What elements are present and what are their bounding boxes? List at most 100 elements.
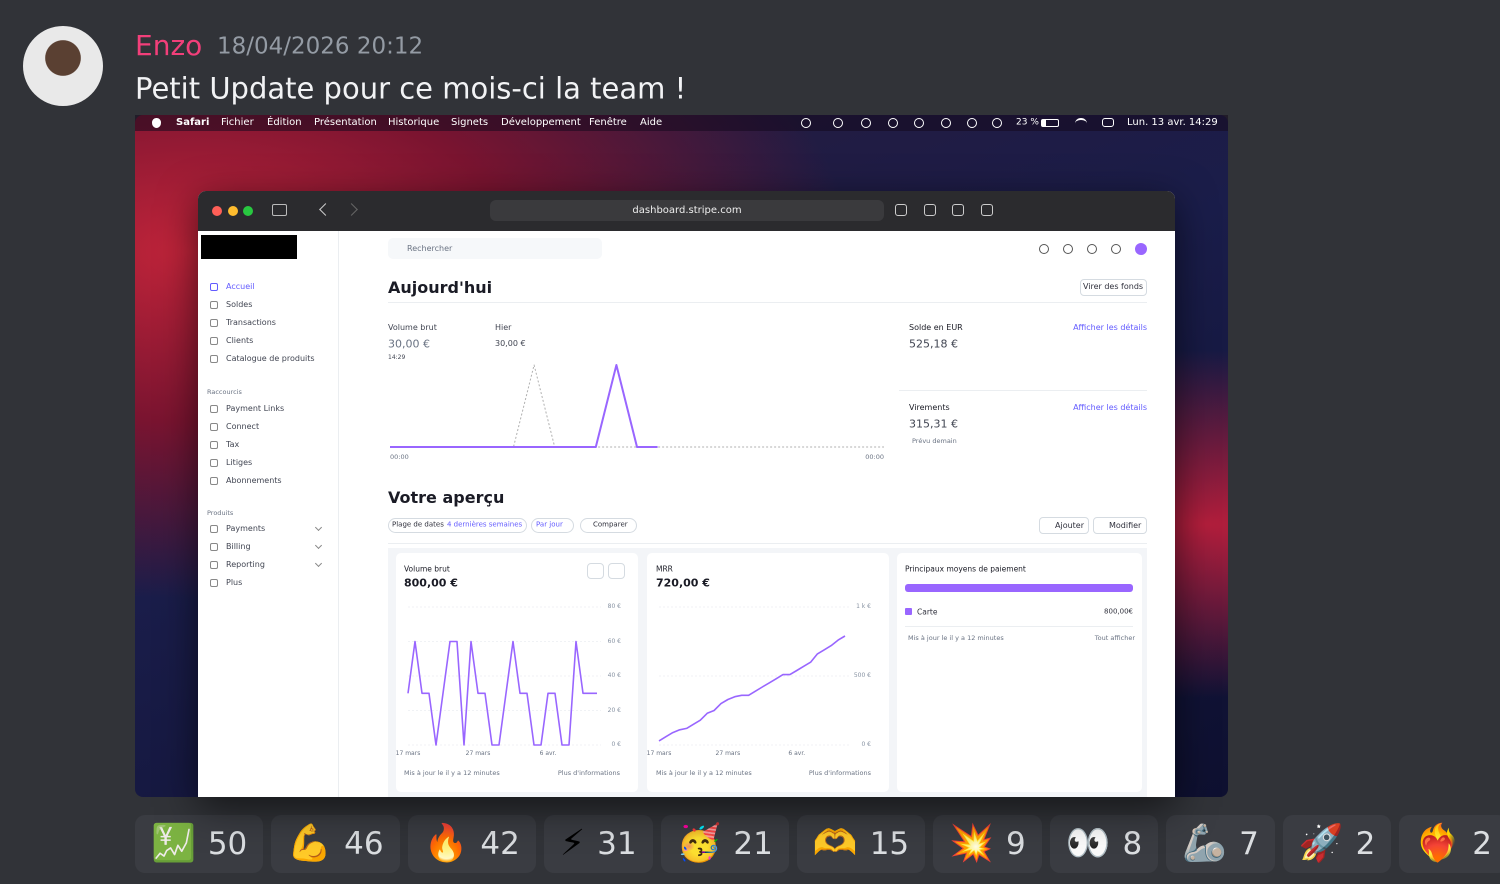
reaction[interactable]: 🦾 7 <box>1166 815 1275 873</box>
details-link[interactable]: Afficher les détails <box>1073 403 1147 412</box>
reaction[interactable]: 💹 50 <box>135 815 264 873</box>
toolbar-button[interactable] <box>952 204 964 216</box>
reaction-count: 21 <box>733 826 773 862</box>
reaction-emoji: 🚀 <box>1298 823 1344 864</box>
nav-item[interactable]: Payments <box>226 524 266 533</box>
more-link[interactable]: Tout afficher <box>1094 633 1135 642</box>
reaction[interactable]: 👀 8 <box>1049 815 1159 873</box>
nav-item[interactable]: Connect <box>226 422 260 431</box>
reaction-emoji: 🫶 <box>812 823 858 864</box>
nav-item[interactable]: Clients <box>226 336 254 345</box>
toolbar-button[interactable] <box>924 204 936 216</box>
card-total: 720,00 € <box>656 576 710 590</box>
create-button[interactable] <box>1135 243 1147 255</box>
menu-item[interactable]: Aide <box>640 117 663 128</box>
add-button[interactable] <box>1039 517 1089 534</box>
reaction[interactable]: 🚀 2 <box>1282 815 1392 873</box>
share-button[interactable] <box>587 563 604 579</box>
button-label[interactable]: Modifier <box>1109 521 1142 530</box>
menu-item[interactable]: Fenêtre <box>589 117 627 128</box>
x-tick-label: 6 avr. <box>539 750 557 757</box>
reaction-emoji: 💪 <box>287 823 333 864</box>
reaction-count: 8 <box>1122 826 1143 862</box>
reaction[interactable]: 🫶 15 <box>796 815 926 873</box>
method-amount: 800,00€ <box>1104 607 1133 616</box>
author-name[interactable]: Enzo <box>135 29 203 62</box>
filter-pill[interactable] <box>580 518 637 533</box>
url-text[interactable]: dashboard.stripe.com <box>632 205 742 216</box>
menu-item[interactable]: Présentation <box>314 117 377 128</box>
filter-label[interactable]: Plage de dates <box>392 520 444 529</box>
more-link[interactable]: Plus d'informations <box>808 768 871 777</box>
nav-item[interactable]: Soldes <box>226 300 253 309</box>
wifi-icon <box>1075 118 1087 129</box>
menu-item[interactable]: Fichier <box>221 117 254 128</box>
sidebar-toggle[interactable] <box>272 204 287 216</box>
nav-item[interactable]: Accueil <box>226 282 255 291</box>
nav-item[interactable]: Payment Links <box>226 404 285 413</box>
reaction-emoji: 💹 <box>151 823 196 864</box>
nav-item[interactable]: Litiges <box>226 458 253 467</box>
button-label[interactable]: Virer des fonds <box>1082 282 1144 291</box>
button-label[interactable]: Ajouter <box>1055 521 1085 530</box>
nav-item[interactable]: Transactions <box>226 318 276 327</box>
control-icon <box>1102 118 1114 127</box>
url-bar[interactable] <box>490 200 884 221</box>
menu-item[interactable]: Édition <box>267 117 302 128</box>
edit-button[interactable] <box>1093 517 1147 534</box>
card-title: Volume brut <box>404 564 450 574</box>
window-button[interactable] <box>212 206 222 216</box>
reaction[interactable]: 🔥 42 <box>407 815 536 873</box>
reaction-count: 15 <box>869 826 910 862</box>
reaction[interactable]: 🥳 21 <box>660 815 789 873</box>
more-link[interactable]: Plus d'informations <box>557 768 620 777</box>
filter-label[interactable]: Comparer <box>593 520 628 529</box>
reaction[interactable]: 💥 9 <box>933 815 1042 873</box>
divider <box>388 302 1147 303</box>
reaction-emoji: ❤️‍🔥 <box>1415 823 1461 864</box>
nav-item[interactable]: Reporting <box>226 560 265 569</box>
battery-level: 23 % <box>1016 117 1039 128</box>
expand-button[interactable] <box>608 563 625 579</box>
nav-item[interactable]: Plus <box>226 578 243 587</box>
toolbar-button[interactable] <box>895 204 907 216</box>
menu-item[interactable]: Développement <box>501 117 581 128</box>
nav-item[interactable]: Billing <box>226 542 251 551</box>
nav-icon <box>210 477 218 485</box>
nav-item[interactable]: Catalogue de produits <box>226 354 315 363</box>
filter-value[interactable]: Par jour <box>536 520 563 529</box>
reaction-count: 2 <box>1472 826 1492 862</box>
window-button[interactable] <box>228 206 238 216</box>
window-button[interactable] <box>243 206 253 216</box>
filter-pill[interactable] <box>388 518 527 533</box>
metric-label[interactable]: Hier <box>495 323 512 332</box>
header-icon[interactable] <box>1087 244 1097 254</box>
filter-pill[interactable] <box>531 518 574 533</box>
toolbar-button[interactable] <box>981 204 993 216</box>
timestamp: 18/04/2026 20:12 <box>217 33 424 60</box>
reaction[interactable]: ❤️‍🔥 2 <box>1399 815 1500 873</box>
account-logo[interactable] <box>201 235 297 259</box>
filter-value[interactable]: 4 dernières semaines <box>447 520 523 529</box>
metric-label[interactable]: Volume brut <box>388 323 437 332</box>
header-icon[interactable] <box>1111 244 1121 254</box>
status-icon <box>833 118 843 128</box>
avatar[interactable] <box>23 26 103 106</box>
metric-value: 525,18 € <box>909 337 958 351</box>
nav-item[interactable]: Abonnements <box>226 476 282 485</box>
metric-label: Solde en EUR <box>909 323 963 332</box>
reaction[interactable]: ⚡ 31 <box>543 815 653 873</box>
search-box[interactable] <box>388 238 602 259</box>
header-icon[interactable] <box>1063 244 1073 254</box>
reaction[interactable]: 💪 46 <box>271 815 400 873</box>
payout-button[interactable] <box>1080 279 1147 296</box>
menu-app[interactable]: Safari <box>176 117 210 128</box>
header-icon[interactable] <box>1039 244 1049 254</box>
menu-item[interactable]: Historique <box>388 117 440 128</box>
status-icon <box>801 118 811 128</box>
menu-item[interactable]: Signets <box>451 117 489 128</box>
search-placeholder[interactable]: Rechercher <box>407 244 453 253</box>
details-link[interactable]: Afficher les détails <box>1073 323 1147 332</box>
nav-item[interactable]: Tax <box>226 440 240 449</box>
nav-icon <box>210 525 218 533</box>
